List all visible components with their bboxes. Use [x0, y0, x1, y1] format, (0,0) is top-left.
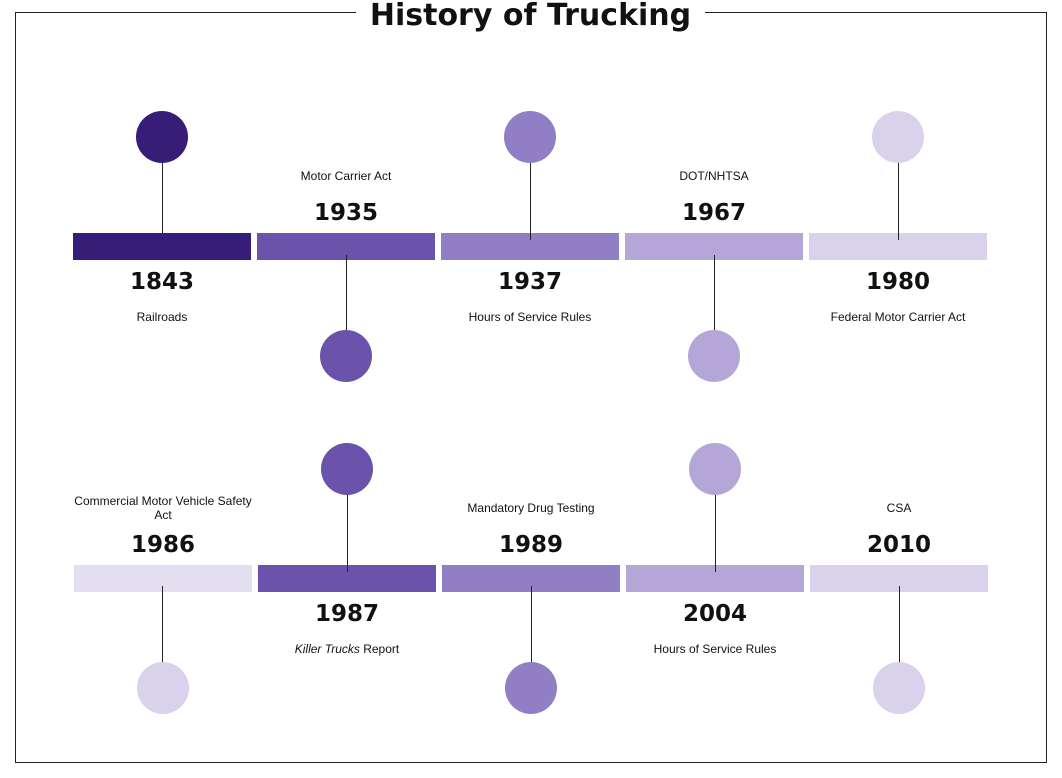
event-marker-1986	[137, 662, 189, 714]
event-label: CSA	[886, 501, 912, 515]
event-label: Railroads	[136, 310, 188, 324]
event-marker-1935	[320, 330, 372, 382]
connector-line	[531, 586, 532, 664]
connector-line	[162, 162, 163, 234]
event-marker-1980	[872, 111, 924, 163]
event-year: 2004	[682, 601, 747, 627]
connector-line	[530, 162, 531, 240]
event-label: DOT/NHTSA	[679, 169, 749, 183]
event-marker-1987	[321, 443, 373, 495]
event-label: Mandatory Drug Testing	[467, 501, 595, 515]
event-marker-1967	[688, 330, 740, 382]
event-marker-1843	[136, 111, 188, 163]
connector-line	[162, 586, 163, 664]
event-year: 2010	[866, 532, 931, 558]
event-label: Hours of Service Rules	[468, 310, 592, 324]
connector-line	[899, 586, 900, 664]
event-year: 1987	[314, 601, 379, 627]
event-year: 1937	[497, 269, 562, 295]
connector-line	[346, 255, 347, 331]
connector-line	[714, 255, 715, 331]
event-year: 1967	[681, 200, 746, 226]
event-year: 1989	[498, 532, 563, 558]
event-year: 1843	[129, 269, 194, 295]
event-marker-2010	[873, 662, 925, 714]
connector-line	[347, 494, 348, 572]
page-title: History of Trucking	[356, 0, 705, 38]
event-label: Federal Motor Carrier Act	[830, 310, 966, 324]
connector-line	[898, 162, 899, 240]
event-label-italic: Killer Trucks	[294, 642, 360, 656]
event-label: Commercial Motor Vehicle Safety Act	[74, 494, 252, 522]
event-label-rest: Report	[359, 642, 400, 656]
event-label: Hours of Service Rules	[653, 642, 777, 656]
event-marker-2004	[689, 443, 741, 495]
connector-line	[715, 494, 716, 572]
event-marker-1989	[505, 662, 557, 714]
event-label: Motor Carrier Act	[300, 169, 392, 183]
event-marker-1937	[504, 111, 556, 163]
event-label: Killer Trucks Report	[257, 642, 437, 656]
event-year: 1935	[313, 200, 378, 226]
timeline-segment-1986	[74, 565, 252, 592]
timeline-segment-1843	[73, 233, 251, 260]
event-year: 1986	[130, 532, 195, 558]
event-year: 1980	[865, 269, 930, 295]
